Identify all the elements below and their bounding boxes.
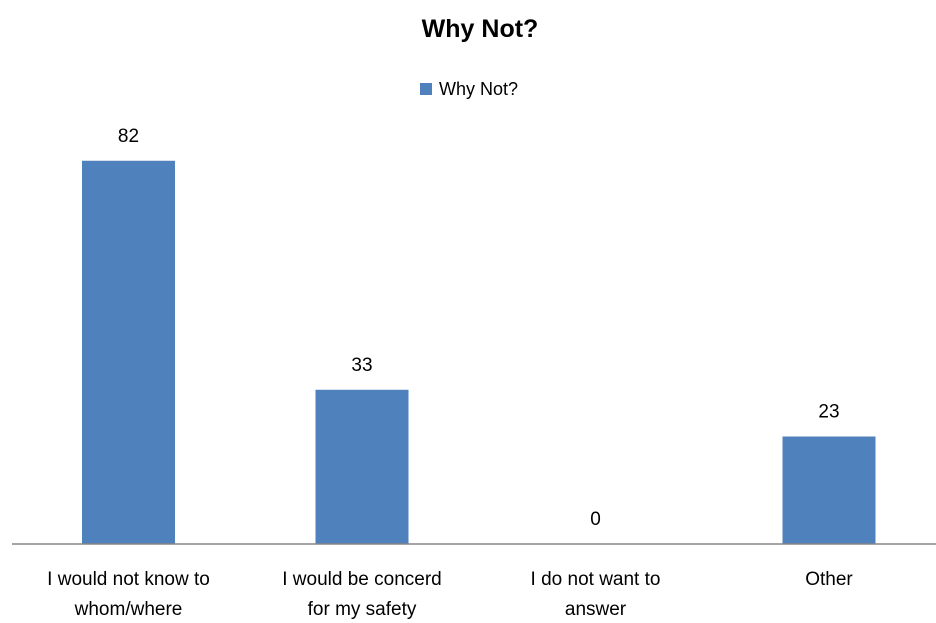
legend: Why Not? xyxy=(420,79,518,99)
x-tick-label-1-line-0: I would be concerd xyxy=(282,569,442,590)
data-label-0: 82 xyxy=(118,126,139,147)
data-label-1: 33 xyxy=(351,355,372,376)
data-label-3: 23 xyxy=(818,402,839,423)
x-axis-tick-labels: I would not know to whom/where I would be … xyxy=(47,569,853,620)
bar-3 xyxy=(782,436,876,544)
data-labels-layer: 82 33 0 23 xyxy=(118,126,840,530)
x-tick-label-2-line-0: I do not want to xyxy=(531,569,661,590)
bar-0 xyxy=(82,160,175,545)
x-tick-label-1-line-1: for my safety xyxy=(308,599,417,620)
x-tick-label-0-line-0: I would not know to xyxy=(47,569,210,590)
legend-swatch xyxy=(420,83,432,95)
x-tick-label-2: I do not want to answer xyxy=(531,569,661,620)
chart-title: Why Not? xyxy=(422,15,539,43)
x-tick-label-1: I would be concerd for my safety xyxy=(282,569,442,620)
x-tick-label-3: Other xyxy=(805,569,853,590)
bars-layer xyxy=(82,160,876,545)
x-tick-label-3-line-0: Other xyxy=(805,569,853,590)
x-tick-label-0-line-1: whom/where xyxy=(74,599,183,620)
bar-1 xyxy=(315,389,409,544)
data-label-2: 0 xyxy=(590,509,601,530)
x-tick-label-2-line-1: answer xyxy=(565,599,627,620)
x-tick-label-0: I would not know to whom/where xyxy=(47,569,210,620)
legend-label: Why Not? xyxy=(439,79,518,99)
